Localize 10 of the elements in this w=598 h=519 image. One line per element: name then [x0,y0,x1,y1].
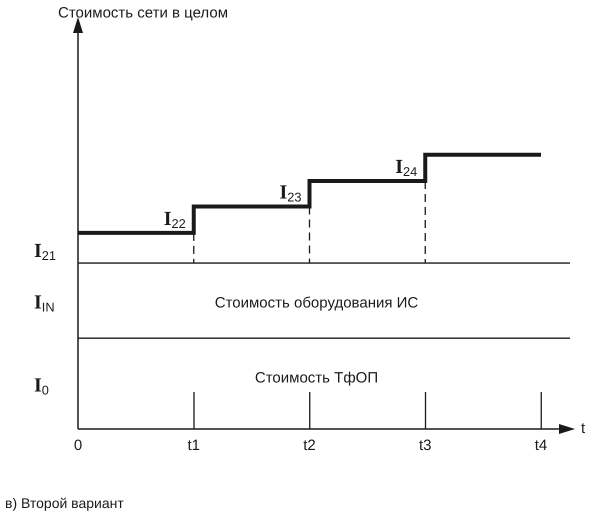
text: Стоимость сети в целом [58,4,228,22]
annotation: Стоимость ТфОП [254,370,378,387]
text: в) Второй вариант [5,495,124,511]
x-tick-label: t1 [187,437,200,454]
x-tick-label: 0 [74,437,82,454]
x-tick-label: t3 [418,437,432,454]
x-tick-label: t2 [303,437,316,454]
x-axis-title: t [581,420,586,438]
x-tick-label: t4 [534,437,548,454]
annotation: Стоимость оборудования ИС [214,294,418,312]
